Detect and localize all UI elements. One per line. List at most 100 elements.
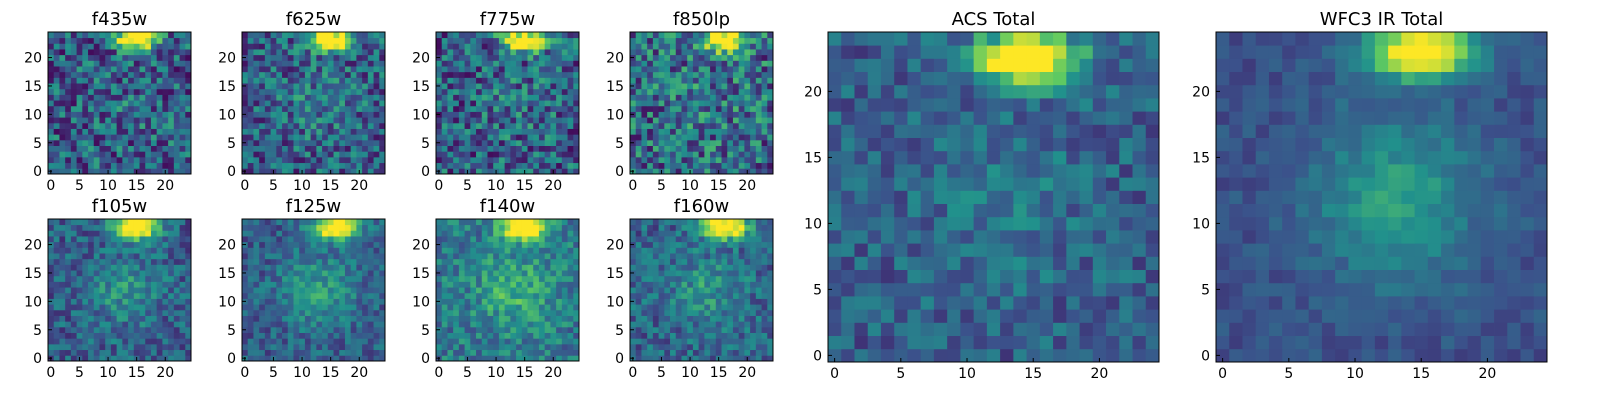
heatmap-cell — [373, 258, 380, 265]
heatmap-cell — [453, 94, 460, 101]
heatmap-cell — [550, 298, 557, 305]
heatmap-cell — [630, 49, 637, 56]
heatmap-cell — [139, 66, 146, 73]
heatmap-cell — [481, 275, 488, 282]
heatmap-cell — [264, 349, 271, 356]
heatmap-cell — [259, 219, 266, 226]
heatmap-cell — [304, 122, 312, 129]
heatmap-cell — [464, 128, 471, 135]
heatmap-cell — [647, 349, 654, 356]
heatmap-cell — [128, 315, 135, 322]
heatmap-cell — [727, 32, 734, 39]
heatmap-cell — [310, 281, 317, 288]
heatmap-cell — [339, 66, 346, 73]
heatmap-cell — [521, 117, 528, 124]
heatmap-cell — [145, 162, 152, 169]
heatmap-cell — [110, 309, 118, 316]
heatmap-cell — [162, 43, 169, 50]
heatmap-cell — [93, 37, 100, 44]
heatmap-cell — [173, 309, 180, 316]
heatmap-cell — [304, 100, 312, 107]
heatmap-cell — [692, 117, 700, 124]
heatmap-cell — [698, 32, 705, 39]
heatmap-cell — [293, 128, 300, 135]
heatmap-cell — [162, 270, 169, 277]
heatmap-cell — [721, 304, 728, 311]
heatmap-cell — [373, 247, 380, 254]
heatmap-cell — [299, 224, 306, 231]
heatmap-cell — [327, 224, 334, 231]
heatmap-cell — [110, 292, 118, 299]
heatmap-cell — [322, 71, 329, 78]
heatmap-cell — [247, 71, 254, 78]
heatmap-cell — [641, 71, 648, 78]
heatmap-cell — [287, 145, 294, 152]
heatmap-cell — [767, 287, 774, 294]
heatmap-cell — [53, 281, 60, 288]
heatmap-cell — [76, 321, 83, 328]
heatmap-cell — [133, 247, 140, 254]
heatmap-cell — [173, 54, 180, 61]
heatmap-cell — [675, 71, 682, 78]
heatmap-cell — [48, 304, 55, 311]
heatmap-cell — [139, 71, 146, 78]
heatmap-cell — [464, 338, 471, 345]
heatmap-cell — [664, 304, 671, 311]
heatmap-cell — [453, 332, 460, 339]
heatmap-cell — [110, 315, 118, 322]
heatmap-cell — [504, 145, 511, 152]
heatmap-cell — [521, 66, 528, 73]
heatmap-cell — [721, 122, 728, 129]
heatmap-cell — [556, 241, 563, 248]
heatmap-cell — [362, 292, 369, 299]
heatmap-cell — [516, 355, 523, 362]
heatmap-cell — [670, 111, 677, 118]
heatmap-cell — [304, 134, 312, 141]
heatmap-cell — [362, 66, 369, 73]
heatmap-cell — [139, 100, 146, 107]
heatmap-cell — [470, 156, 477, 164]
heatmap-cell — [561, 49, 568, 56]
heatmap-cell — [242, 281, 249, 288]
heatmap-cell — [464, 219, 471, 226]
heatmap-cell — [350, 128, 357, 135]
heatmap-cell — [521, 247, 528, 254]
heatmap-cell — [333, 343, 340, 351]
heatmap-cell — [521, 349, 528, 356]
heatmap-cell — [150, 275, 158, 282]
heatmap-cell — [350, 236, 357, 243]
heatmap-cell — [270, 32, 277, 39]
heatmap-cell — [344, 304, 352, 311]
heatmap-cell — [350, 321, 357, 328]
heatmap-cell — [70, 270, 77, 277]
heatmap-cell — [750, 105, 757, 112]
heatmap-cell — [82, 117, 89, 124]
heatmap-cell — [453, 298, 460, 305]
heatmap-cell — [264, 241, 271, 248]
heatmap-cell — [350, 71, 357, 78]
heatmap-cell — [379, 100, 386, 107]
heatmap-cell — [504, 49, 511, 56]
heatmap-cell — [139, 105, 146, 112]
heatmap-cell — [168, 304, 175, 311]
heatmap-cell — [727, 49, 734, 56]
heatmap-cell — [162, 162, 169, 169]
heatmap-cell — [487, 270, 494, 277]
heatmap-cell — [373, 230, 380, 237]
heatmap-cell — [538, 71, 546, 78]
heatmap-cell — [367, 66, 374, 73]
heatmap-cell — [287, 332, 294, 339]
heatmap-cell — [59, 292, 66, 299]
heatmap-cell — [493, 298, 500, 305]
heatmap-cell — [710, 315, 717, 322]
heatmap-cell — [647, 122, 654, 129]
heatmap-cell — [179, 281, 186, 288]
heatmap-cell — [453, 49, 460, 56]
heatmap-cell — [436, 100, 443, 107]
heatmap-cell — [299, 128, 306, 135]
heatmap-cell — [750, 139, 757, 146]
heatmap-cell — [647, 304, 654, 311]
heatmap-cell — [498, 230, 506, 237]
heatmap-cell — [727, 292, 734, 299]
heatmap-cell — [316, 151, 323, 158]
